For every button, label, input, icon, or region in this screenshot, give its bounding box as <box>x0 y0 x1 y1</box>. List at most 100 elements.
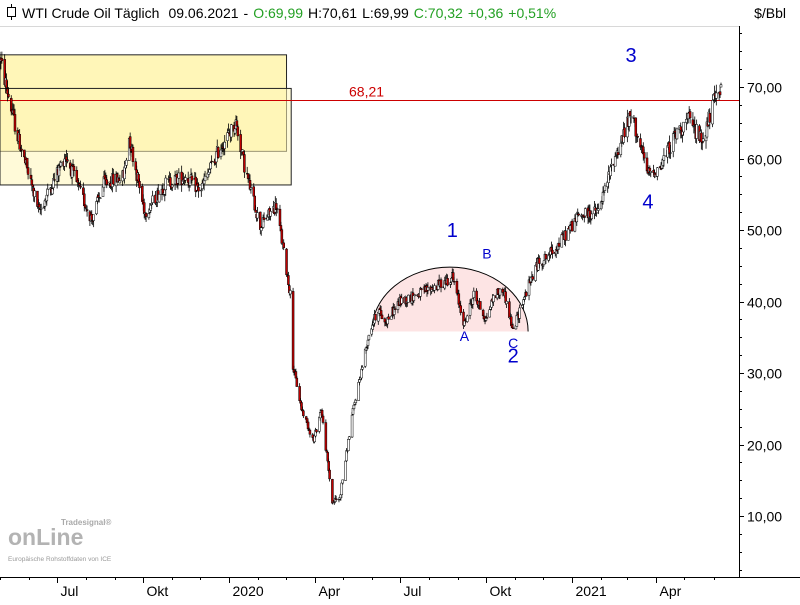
correction-label-B: B <box>482 246 491 262</box>
candle-body <box>455 281 459 294</box>
candle-body <box>33 190 36 198</box>
candle-body <box>577 213 580 216</box>
candle-body <box>501 288 505 293</box>
instrument-title: WTI Crude Oil Täglich <box>22 5 160 21</box>
candle-body <box>705 121 709 138</box>
candle-body <box>479 301 482 310</box>
x-tick-label: Okt <box>490 583 512 599</box>
candle-body <box>262 217 266 220</box>
candle-body <box>308 429 312 435</box>
candle-body <box>367 334 371 340</box>
candle-body <box>671 133 675 152</box>
candle-body <box>72 165 76 171</box>
candle-body <box>254 209 257 213</box>
candle-body <box>695 124 698 139</box>
candle-body <box>53 179 56 181</box>
candle-body <box>280 229 284 244</box>
candle-body <box>209 162 212 170</box>
candle-body <box>452 281 456 283</box>
candle-body <box>718 91 722 96</box>
tradesignal-online-logo: Tradesignal® onLine Europäische Rohstoff… <box>8 518 138 568</box>
candle-body <box>433 285 436 291</box>
candle-body <box>350 414 354 438</box>
candle-body <box>659 168 663 170</box>
candle-body <box>210 160 213 163</box>
y-tick-label: 60,00 <box>747 152 782 168</box>
candle-body <box>144 213 148 217</box>
y-tick-label: 10,00 <box>747 509 782 525</box>
candle-body <box>518 307 521 319</box>
candle-body <box>57 165 61 177</box>
candle-body <box>52 178 55 189</box>
candle-body <box>524 292 528 297</box>
candle-body <box>590 213 594 219</box>
close-value: C:70,32 <box>413 5 463 21</box>
candle-body <box>249 187 253 190</box>
candle-body <box>505 301 508 304</box>
candle-body <box>85 209 89 211</box>
candle-body <box>649 171 653 173</box>
rounded-top-arc <box>371 266 529 332</box>
candle-body <box>711 100 714 125</box>
candle-body <box>328 469 331 480</box>
candle-body <box>252 186 256 197</box>
candle-body <box>259 227 263 231</box>
candle-body <box>701 138 705 142</box>
candle-body <box>0 58 4 61</box>
candle-body <box>180 171 183 185</box>
candle-body <box>387 316 390 320</box>
candle-body <box>616 152 620 156</box>
chart-header: WTI Crude Oil Täglich 09.06.2021 - O:69,… <box>0 0 736 26</box>
candle-body <box>315 429 318 433</box>
correction-label-C: C <box>508 335 518 351</box>
candle-body <box>400 297 403 304</box>
y-tick-label: 30,00 <box>747 366 782 382</box>
candle-body <box>26 167 30 175</box>
candle-body <box>138 181 141 189</box>
candle-body <box>719 84 723 88</box>
candle-body <box>485 317 489 319</box>
candle-body <box>223 141 226 149</box>
candle-body <box>352 404 356 409</box>
candle-body <box>230 124 233 138</box>
candle-body <box>419 287 422 297</box>
candle-body <box>542 260 546 266</box>
x-tick-label: Jul <box>404 583 422 599</box>
candle-body <box>619 142 623 156</box>
candle-body <box>679 126 682 131</box>
x-tick-label: 2020 <box>233 583 264 599</box>
candle-body <box>361 366 364 370</box>
candle-body <box>7 93 10 98</box>
candle-body <box>708 112 712 123</box>
candle-body <box>147 213 151 218</box>
x-tick-label: Apr <box>319 583 341 599</box>
candle-body <box>92 214 95 221</box>
quote-date: 09.06.2021 <box>168 5 239 21</box>
candle-body <box>151 195 154 203</box>
candle-body <box>557 242 561 247</box>
candle-body <box>287 275 290 286</box>
candle-body <box>682 121 685 133</box>
candle-body <box>282 242 285 248</box>
candle-body <box>239 134 242 153</box>
candle-body <box>131 146 135 162</box>
candle-body <box>551 249 554 254</box>
candle-body <box>46 188 50 196</box>
candle-body <box>380 314 384 320</box>
candle-body <box>371 325 374 330</box>
candle-body <box>570 220 574 232</box>
candle-body <box>603 185 607 191</box>
candle-body <box>662 155 666 161</box>
candle-body <box>527 279 531 296</box>
candle-body <box>112 173 115 185</box>
candle-body <box>634 117 638 137</box>
candle-body <box>18 134 21 150</box>
candle-body <box>203 176 207 182</box>
candle-body <box>197 186 200 192</box>
x-tick-label: Apr <box>660 583 682 599</box>
candle-body <box>243 154 246 173</box>
candlestick-icon[interactable] <box>6 3 17 23</box>
high-value: H:70,61 <box>308 5 358 21</box>
